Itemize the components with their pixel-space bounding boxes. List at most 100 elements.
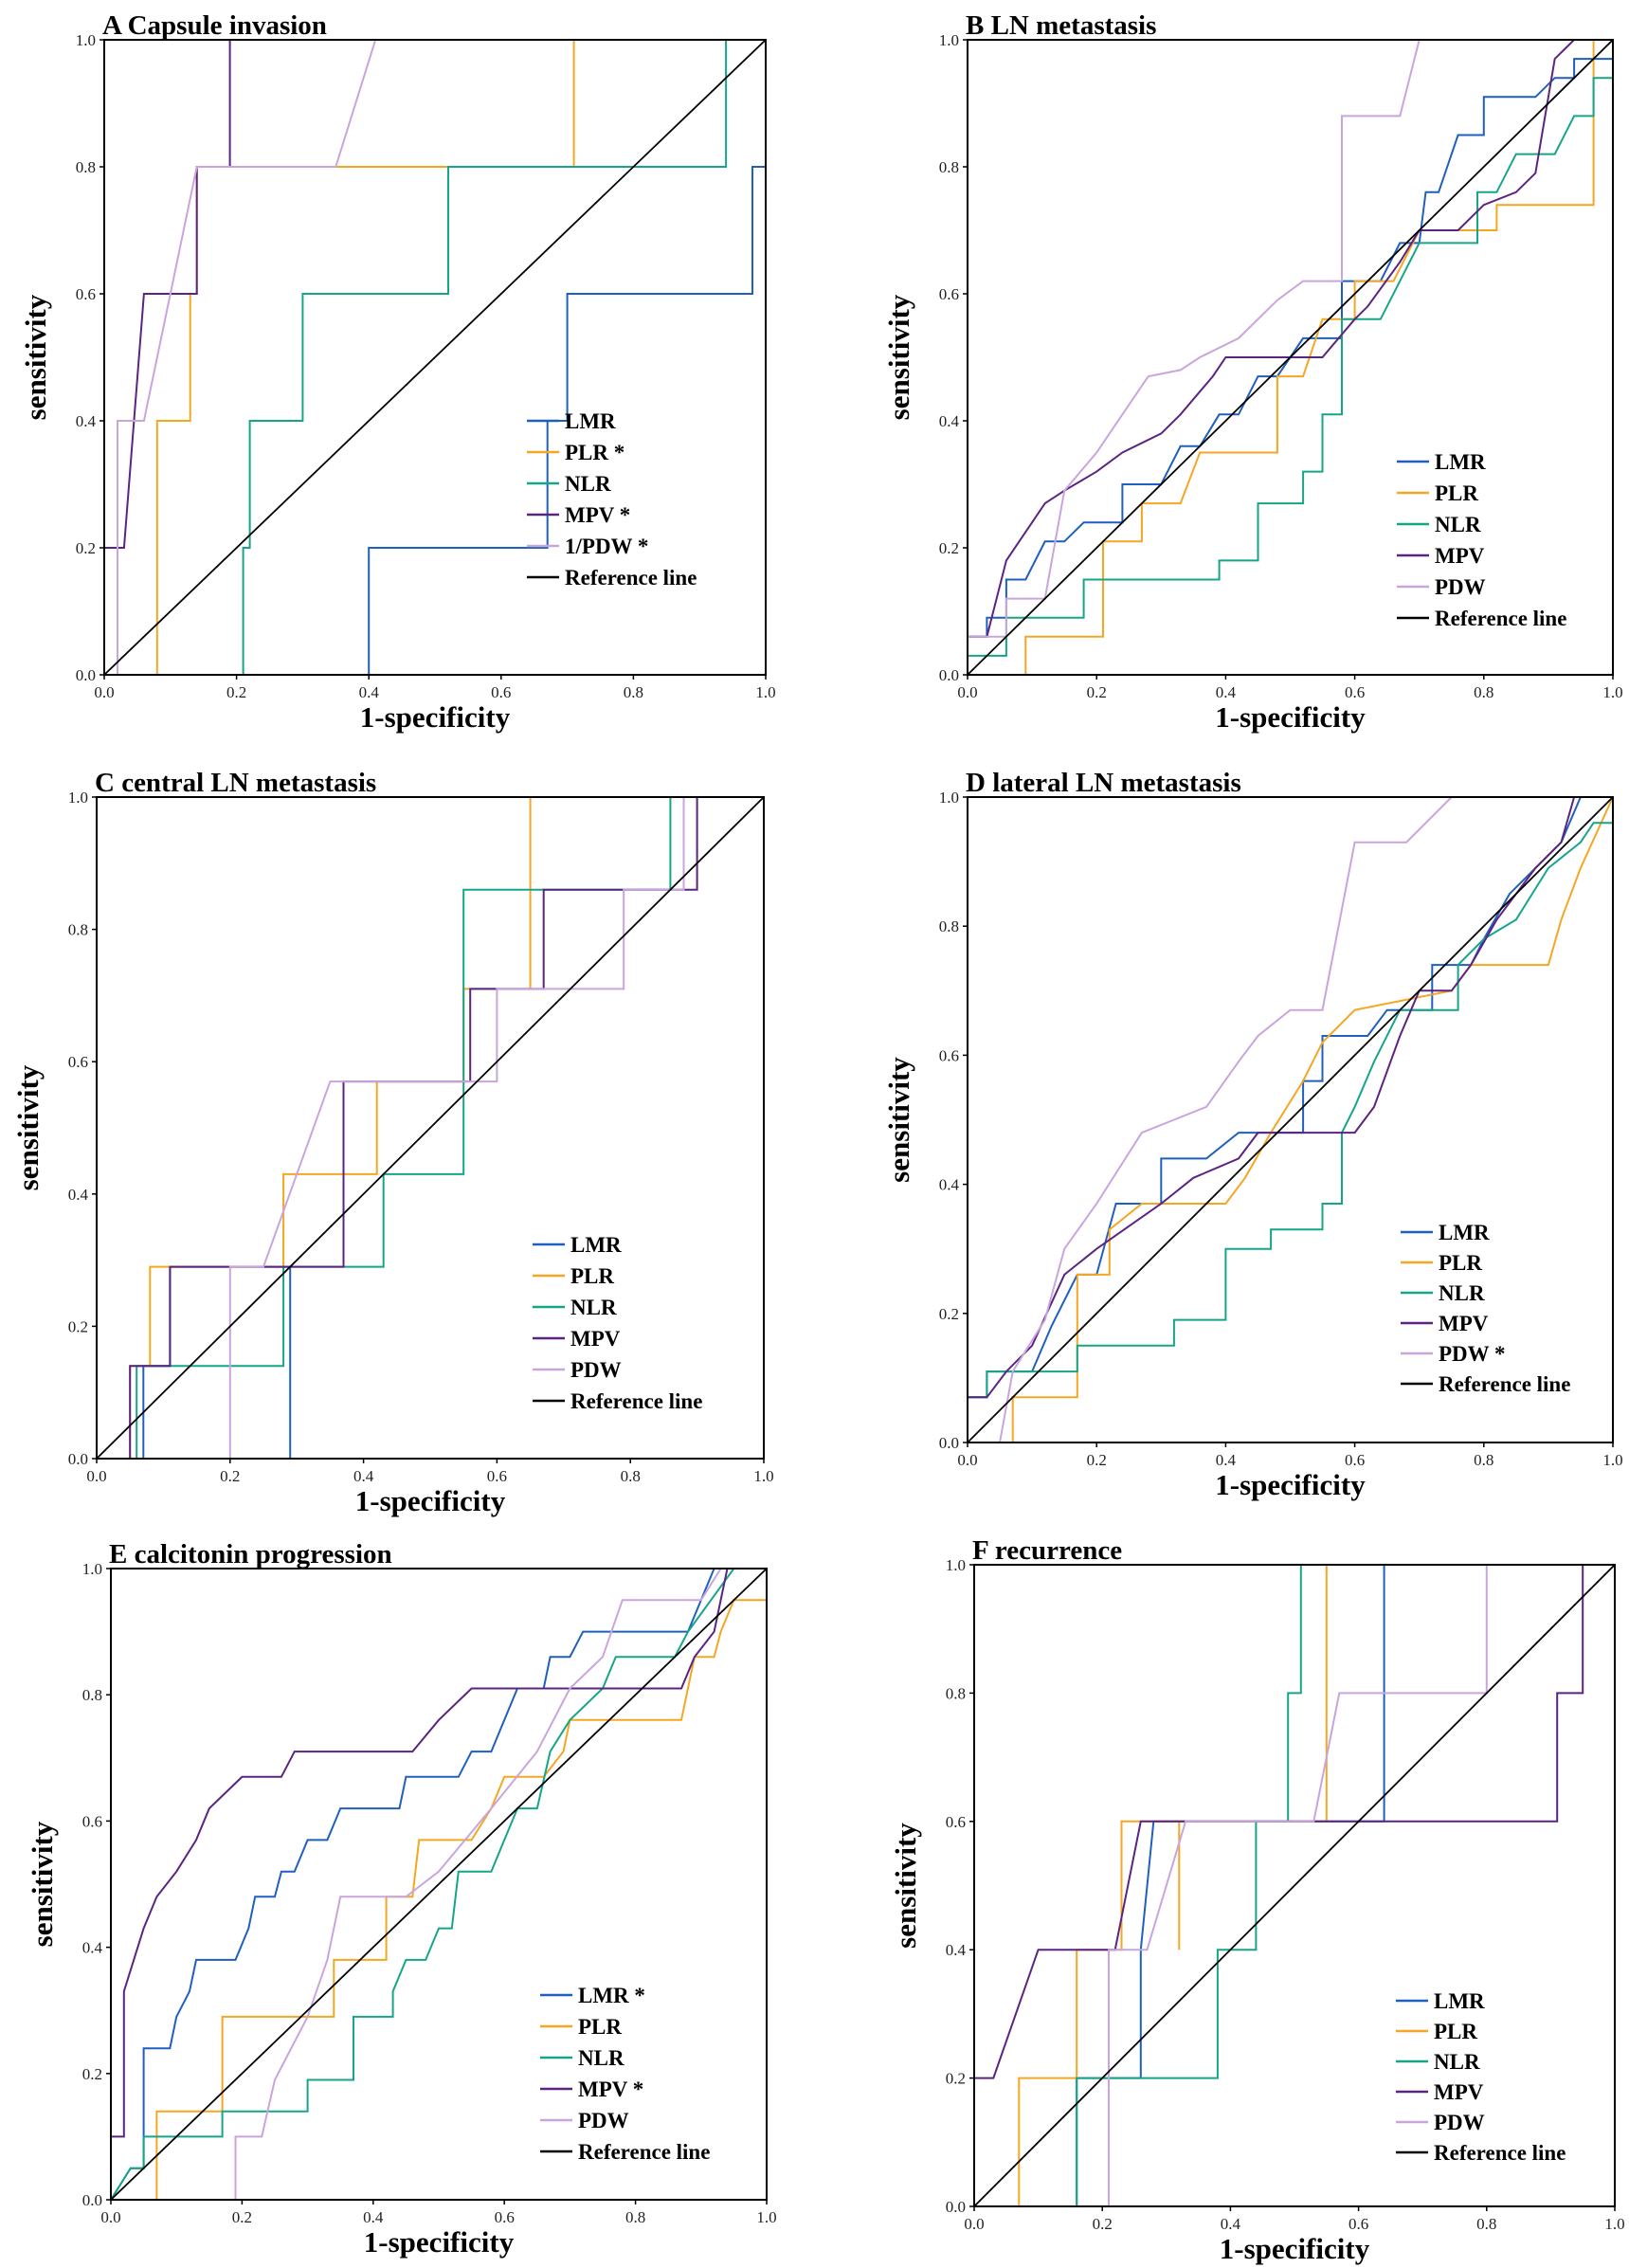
panel-c: C central LN metastasis 0.0 0.2 0.4 0.6 0.8 1.… bbox=[11, 768, 774, 1517]
panel-d-legend-label-5: Reference line bbox=[1439, 1372, 1570, 1396]
panel-f-xtick-label: 0.8 bbox=[1476, 2215, 1496, 2233]
panel-e-xtick-label: 0.6 bbox=[495, 2208, 515, 2226]
panel-e-curve-5 bbox=[110, 1568, 768, 2201]
panel-b-legend-label-5: Reference line bbox=[1435, 607, 1566, 630]
panel-e-legend-label-4: PDW bbox=[578, 2109, 629, 2132]
panel-d-curve-5 bbox=[967, 796, 1614, 1443]
panel-d-plot-frame bbox=[967, 796, 1614, 1443]
panel-f-curve-3 bbox=[974, 1564, 1615, 2079]
panel-e-legend: LMR * PLR NLR MPV * PDW Reference line bbox=[540, 1984, 710, 2164]
panel-b-legend: LMR PLR NLR MPV PDW Reference line bbox=[1397, 450, 1566, 630]
panel-e-ytick-label: 0.4 bbox=[82, 1939, 103, 1957]
panel-b-curve-2 bbox=[968, 77, 1613, 657]
panel-a-xtick-label: 1.0 bbox=[755, 683, 775, 701]
panel-d-xtick-label: 0.6 bbox=[1345, 1451, 1365, 1469]
panel-d-ytick-label: 0.4 bbox=[939, 1176, 960, 1194]
panel-d-curve-2 bbox=[968, 822, 1613, 1399]
panel-c-ytick-label: 0.2 bbox=[68, 1317, 88, 1335]
panel-f-ytick-label: 0.2 bbox=[946, 2070, 966, 2088]
panel-b-xtick-label: 0.8 bbox=[1474, 683, 1493, 701]
panel-a-legend-label-1: PLR * bbox=[565, 441, 624, 464]
panel-a-curve-2 bbox=[104, 39, 766, 676]
panel-b-xtick-label: 0.2 bbox=[1087, 683, 1107, 701]
panel-a-legend: LMR PLR * NLR MPV * 1/PDW * Reference line bbox=[527, 409, 697, 590]
panel-a-xlabel: 1-specificity bbox=[360, 700, 511, 734]
panel-a-ytick-label: 1.0 bbox=[76, 31, 96, 49]
panel-e-ytick-label: 0.8 bbox=[82, 1686, 102, 1704]
panel-d-ytick-label: 1.0 bbox=[939, 789, 959, 807]
panel-f-xlabel: 1-specificity bbox=[1220, 2232, 1370, 2265]
panel-e-xlabel: 1-specificity bbox=[364, 2225, 515, 2259]
panel-f-title: F recurrence bbox=[972, 1535, 1122, 1566]
panel-e-ytick-label: 0.0 bbox=[82, 2191, 102, 2209]
panel-a-xtick-label: 0.0 bbox=[94, 683, 114, 701]
panel-b-ytick-label: 0.0 bbox=[939, 666, 959, 684]
panel-b-legend-label-0: LMR bbox=[1435, 450, 1486, 474]
panel-b-ylabel: sensitivity bbox=[882, 294, 915, 420]
panel-c-legend-label-4: PDW bbox=[570, 1358, 622, 1382]
panel-d-legend-label-2: NLR bbox=[1439, 1281, 1485, 1305]
panel-b-plot-frame bbox=[967, 39, 1614, 676]
panel-d-ytick-label: 0.8 bbox=[939, 917, 959, 935]
panel-d-ytick-label: 0.6 bbox=[939, 1046, 959, 1064]
panel-f: F recurrence 0.0 0.2 0.4 0.6 0.8 1.0 0.0 0.2 0.4 0… bbox=[889, 1535, 1625, 2265]
panel-e-ylabel: sensitivity bbox=[26, 1821, 59, 1947]
panel-b-xtick-label: 0.0 bbox=[957, 683, 977, 701]
panel-f-curve-4 bbox=[1108, 1564, 1615, 2206]
panel-a-xtick-label: 0.2 bbox=[226, 683, 246, 701]
panel-e: E calcitonin progression 0.0 0.2 0.4 0.6 0.8 1… bbox=[26, 1539, 777, 2259]
panel-e-legend-label-0: LMR * bbox=[578, 1984, 645, 2007]
panel-a-legend-label-4: 1/PDW * bbox=[565, 535, 648, 558]
panel-e-ytick-label: 0.6 bbox=[82, 1812, 102, 1830]
panel-f-curve-2 bbox=[1076, 1564, 1615, 2206]
panel-e-curve-1 bbox=[111, 1599, 767, 2201]
panel-a-plot-frame bbox=[103, 39, 767, 676]
panel-f-legend-label-2: NLR bbox=[1434, 2050, 1480, 2074]
panel-d-legend-label-4: PDW * bbox=[1439, 1342, 1506, 1366]
panel-c-plot-frame bbox=[96, 796, 765, 1460]
panel-d-xlabel: 1-specificity bbox=[1215, 1468, 1366, 1501]
panel-a-ylabel: sensitivity bbox=[19, 294, 52, 420]
panel-e-ytick-label: 0.2 bbox=[82, 2065, 102, 2083]
panel-f-ytick-label: 0.8 bbox=[946, 1684, 966, 1702]
panel-c-xtick-label: 0.2 bbox=[220, 1467, 240, 1485]
panel-f-plot-frame bbox=[973, 1564, 1616, 2207]
panel-e-xtick-label: 0.4 bbox=[363, 2208, 384, 2226]
panel-f-ytick-label: 0.0 bbox=[946, 2198, 966, 2216]
panel-d-curve-0 bbox=[968, 796, 1613, 1399]
panel-a-legend-label-0: LMR bbox=[565, 409, 616, 433]
panel-c-xtick-label: 0.8 bbox=[621, 1467, 641, 1485]
panel-b-curve-4 bbox=[968, 39, 1613, 638]
panel-a-ytick-label: 0.4 bbox=[76, 412, 97, 430]
panel-c-legend-label-2: NLR bbox=[570, 1296, 617, 1319]
panel-b-legend-label-1: PLR bbox=[1435, 481, 1478, 505]
panel-f-legend-label-5: Reference line bbox=[1434, 2141, 1566, 2165]
panel-d-legend-label-0: LMR bbox=[1439, 1221, 1490, 1244]
panel-c-legend: LMR PLR NLR MPV PDW Reference line bbox=[533, 1233, 702, 1413]
panel-e-xtick-label: 1.0 bbox=[756, 2208, 776, 2226]
panel-c-xtick-label: 0.4 bbox=[353, 1467, 374, 1485]
panel-e-curve-2 bbox=[110, 1568, 767, 2201]
panel-a-legend-label-5: Reference line bbox=[565, 566, 697, 590]
panel-f-legend-label-1: PLR bbox=[1434, 2020, 1477, 2043]
panel-b-curve-1 bbox=[968, 39, 1613, 676]
panel-f-ylabel: sensitivity bbox=[889, 1823, 922, 1949]
panel-c-xtick-label: 0.0 bbox=[86, 1467, 106, 1485]
panel-d-curve-4 bbox=[999, 796, 1613, 1443]
panel-a-xtick-label: 0.6 bbox=[491, 683, 511, 701]
panel-c-legend-label-3: MPV bbox=[570, 1327, 621, 1351]
panel-f-ytick-label: 1.0 bbox=[946, 1556, 966, 1574]
panel-b: B LN metastasis 0.0 0.2 0.4 0.6 0.8 1.0 0.0 0.2 0… bbox=[882, 10, 1623, 734]
panel-d-ytick-label: 0.2 bbox=[939, 1305, 959, 1323]
panel-e-curve-3 bbox=[111, 1568, 767, 2138]
panel-e-legend-label-3: MPV * bbox=[578, 2077, 643, 2101]
panel-b-legend-label-4: PDW bbox=[1435, 575, 1486, 599]
panel-c-title: C central LN metastasis bbox=[95, 768, 376, 798]
panel-d: D lateral LN metastasis 0.0 0.2 0.4 0.6 0.8 1.… bbox=[882, 768, 1623, 1501]
panel-c-xtick-label: 1.0 bbox=[753, 1467, 773, 1485]
panel-b-legend-label-2: NLR bbox=[1435, 513, 1481, 536]
panel-e-legend-label-1: PLR bbox=[578, 2015, 622, 2039]
panel-b-xlabel: 1-specificity bbox=[1215, 700, 1366, 734]
panel-c-xlabel: 1-specificity bbox=[355, 1484, 506, 1517]
panel-b-ytick-label: 0.2 bbox=[939, 539, 959, 557]
